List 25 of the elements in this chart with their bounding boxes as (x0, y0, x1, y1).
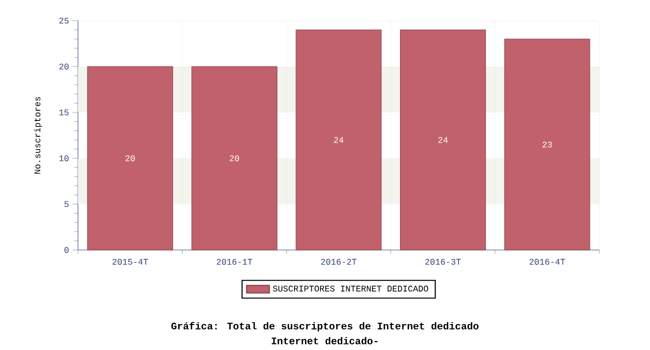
data-label: 23 (542, 142, 552, 148)
x-tick-label: 2016-4T (530, 258, 566, 265)
data-label: 20 (126, 155, 135, 162)
y-tick-label: 5 (64, 201, 69, 208)
y-tick-label: 10 (59, 155, 69, 162)
data-label: 24 (438, 137, 448, 143)
bar (296, 30, 382, 250)
y-axis-title: No.suscriptores (34, 97, 42, 174)
y-tick-label: 15 (59, 110, 69, 116)
x-tick-label: 2015-4T (112, 258, 148, 265)
text: Internet dedicado- (272, 337, 378, 344)
legend-label: SUSCRIPTORES INTERNET DEDICADO (272, 286, 428, 292)
bar (191, 66, 278, 250)
bar (504, 38, 590, 250)
data-label: 24 (334, 137, 344, 143)
data-label: 20 (230, 155, 240, 162)
x-tick-label: 2016-3T (425, 258, 461, 265)
y-tick-label: 20 (59, 64, 69, 70)
bar (400, 30, 486, 250)
x-tick-label: 2016-2T (321, 258, 357, 265)
text: Gráfica: Total de suscriptores de Internet dedicado (171, 322, 479, 332)
bar (87, 66, 174, 250)
x-tick-label: 2016-1T (216, 258, 252, 265)
y-tick-label: 0 (64, 247, 69, 253)
y-tick-label: 25 (59, 18, 69, 24)
